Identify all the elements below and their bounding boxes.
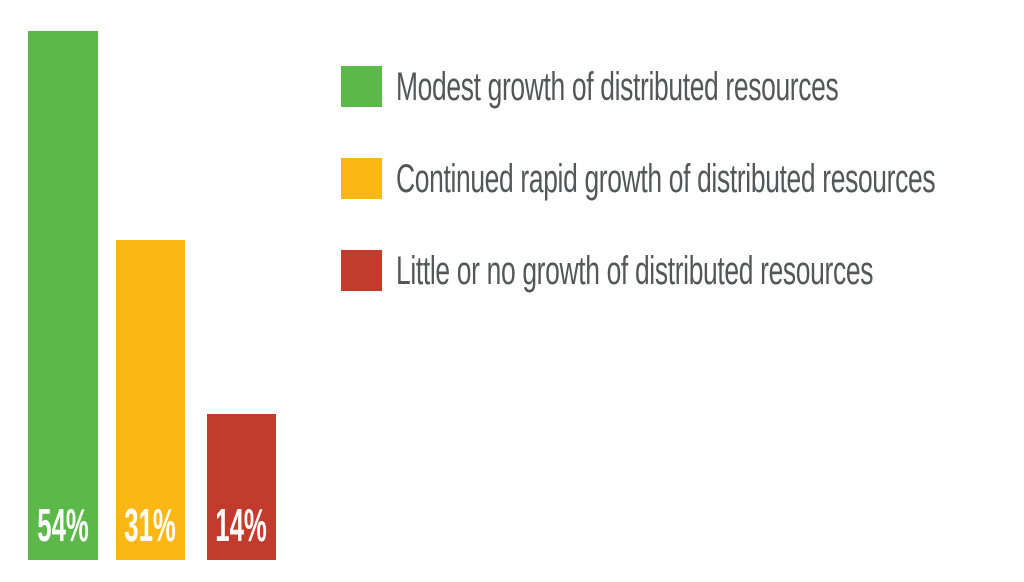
legend-item: Modest growth of distributed resources [341,66,1024,107]
legend-swatch [341,158,382,199]
legend-label: Modest growth of distributed resources [396,64,839,109]
bar-value-label: 31% [124,499,177,551]
bar-3: 14% [207,414,276,560]
bar-1: 54% [28,31,98,560]
legend-label: Continued rapid growth of distributed re… [396,156,936,201]
legend-item: Little or no growth of distributed resou… [341,250,1024,291]
legend-swatch [341,250,382,291]
bar-value-label: 54% [37,499,89,551]
legend: Modest growth of distributed resources Co… [341,66,1024,291]
bar-value-label: 14% [215,499,268,551]
legend-item: Continued rapid growth of distributed re… [341,158,1024,199]
legend-label: Little or no growth of distributed resou… [396,248,874,293]
bar-2: 31% [116,240,185,560]
legend-swatch [341,66,382,107]
